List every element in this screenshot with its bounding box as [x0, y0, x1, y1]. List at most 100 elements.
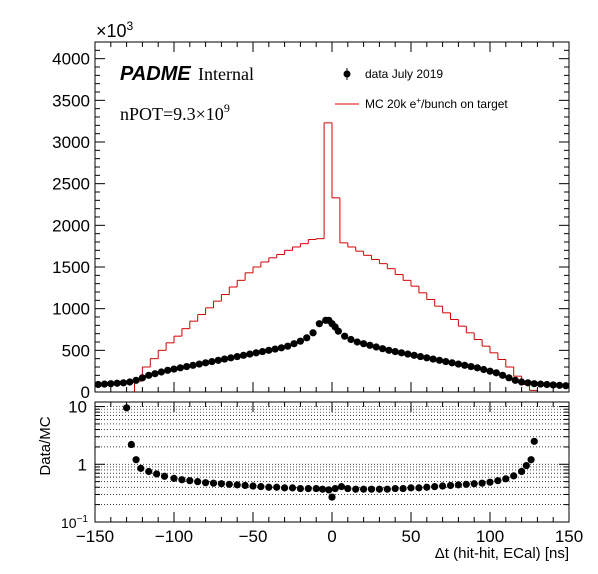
ratio-point	[281, 484, 289, 492]
main-y-tick-label: 500	[62, 341, 90, 360]
ratio-point	[431, 483, 439, 491]
ratio-point	[325, 486, 333, 494]
ratio-point	[241, 481, 249, 490]
ratio-point	[217, 480, 225, 488]
ratio-y-tick-min: 10−1	[61, 514, 88, 531]
main-frame	[94, 41, 570, 393]
ratio-point	[249, 482, 257, 490]
ratio-point	[225, 480, 233, 488]
main-y-tick-label: 2000	[52, 216, 90, 235]
data-point	[341, 332, 349, 340]
data-point	[113, 379, 121, 387]
ratio-point	[127, 440, 135, 449]
data-point	[353, 338, 361, 346]
ratio-point	[257, 483, 265, 491]
data-point	[555, 381, 564, 389]
data-point	[277, 344, 286, 352]
ratio-point	[399, 484, 407, 493]
data-point	[416, 352, 425, 361]
data-point	[214, 356, 222, 364]
ratio-point	[318, 485, 327, 493]
ratio-point	[518, 467, 526, 476]
data-point	[164, 366, 172, 374]
x-tick-label: 100	[476, 527, 504, 546]
data-point	[252, 349, 260, 357]
data-point	[461, 361, 469, 369]
data-point	[404, 350, 412, 358]
ratio-point	[352, 485, 360, 493]
ratio-point	[462, 480, 470, 488]
data-point	[183, 362, 191, 371]
data-point	[410, 351, 418, 359]
data-point	[170, 365, 178, 373]
main-y-tick-label: 1000	[52, 300, 90, 319]
data-point	[119, 379, 128, 387]
legend: data July 2019 MC 20k e+/bunch on target	[335, 67, 508, 111]
legend-mc-label: MC 20k e+/bunch on target	[365, 96, 508, 111]
main-y-tick-label: 2500	[52, 175, 90, 194]
ratio-point	[446, 481, 455, 490]
ratio-point	[153, 470, 161, 478]
data-point	[385, 346, 393, 354]
data-point	[480, 365, 488, 374]
ratio-point	[510, 472, 518, 480]
ratio-point	[194, 478, 202, 486]
ratio-point	[160, 472, 169, 480]
data-point	[233, 352, 241, 361]
main-y-tick-label: 3000	[52, 133, 90, 152]
ratio-point	[454, 481, 462, 489]
data-point	[334, 327, 342, 335]
data-point	[239, 351, 248, 359]
data-point	[473, 364, 481, 372]
data-point	[524, 379, 532, 387]
x-tick-label: −150	[76, 527, 114, 546]
ratio-point	[522, 461, 530, 470]
ratio-point	[202, 479, 210, 487]
ratio-point	[527, 456, 535, 464]
data-point	[220, 355, 229, 363]
main-y-tick-label: 1500	[52, 258, 90, 277]
ratio-axes-layer: 1 10 −150 −100 −50 0 50 100 150	[68, 398, 583, 546]
ratio-point	[233, 481, 241, 489]
ratio-point	[123, 404, 131, 412]
main-panel: 0 500 1000 1500 2000 2500 3000 3500 4000 ×103 PA…	[52, 19, 570, 402]
data-point	[360, 340, 368, 348]
ratio-point	[186, 477, 194, 485]
ratio-point	[273, 483, 281, 491]
ratio-point	[170, 474, 178, 482]
ratio-panel: 1 10 −150 −100 −50 0 50 100 150 Data/MC Δt (hit-…	[37, 398, 583, 562]
data-point	[429, 355, 437, 363]
ratio-point	[478, 479, 486, 487]
ratio-point	[530, 437, 538, 445]
data-point	[391, 347, 399, 356]
ratio-point	[470, 480, 478, 488]
data-point	[195, 360, 203, 368]
data-point	[271, 345, 279, 353]
ratio-point	[265, 483, 273, 491]
legend-data-label: data July 2019	[365, 67, 443, 81]
data-point	[454, 360, 462, 368]
data-point	[511, 376, 519, 384]
brand-tag: Internal	[198, 64, 254, 84]
main-y-tick-label: 3500	[52, 91, 90, 110]
ratio-point	[494, 477, 502, 485]
ratio-point	[137, 464, 145, 472]
mc-histogram-layer	[95, 122, 569, 393]
ratio-y-axis-label: Data/MC	[37, 416, 54, 475]
data-point	[145, 371, 153, 379]
data-point	[303, 334, 311, 342]
brand-name: PADME	[120, 63, 191, 85]
data-point	[100, 380, 109, 388]
data-point	[397, 349, 406, 357]
data-point	[518, 378, 526, 386]
data-point	[258, 347, 267, 356]
ratio-point	[407, 484, 415, 492]
data-point	[157, 368, 165, 376]
data-point	[126, 378, 134, 386]
ratio-point	[312, 484, 320, 493]
x-tick-label: −100	[155, 527, 193, 546]
data-point	[372, 343, 380, 351]
ratio-point	[145, 467, 153, 476]
x-tick-label: 50	[402, 527, 421, 546]
